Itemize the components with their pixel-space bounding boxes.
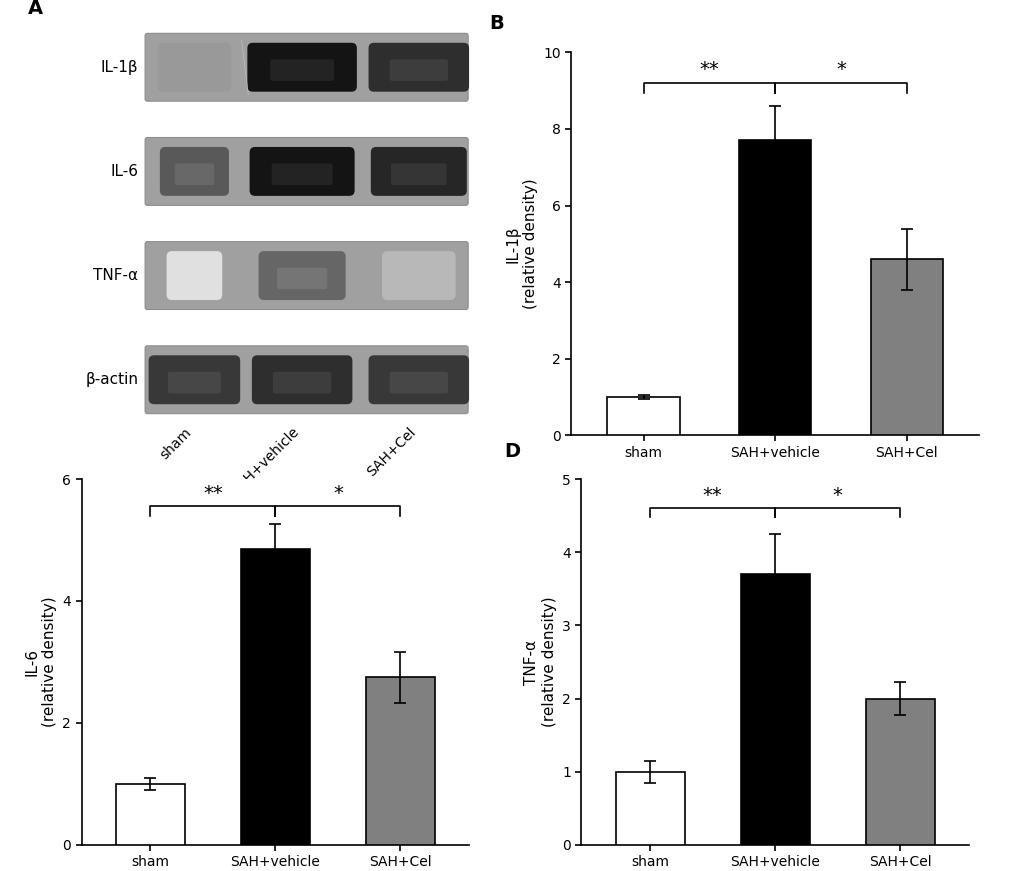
Bar — [116, 784, 184, 845]
FancyBboxPatch shape — [168, 372, 221, 394]
FancyBboxPatch shape — [145, 138, 468, 206]
Text: TNF-α: TNF-α — [93, 268, 139, 283]
Text: sham: sham — [158, 425, 195, 462]
FancyBboxPatch shape — [166, 251, 222, 300]
Bar — [870, 260, 943, 436]
Text: D: D — [503, 442, 520, 462]
Text: B: B — [489, 14, 503, 33]
Text: **: ** — [702, 486, 721, 504]
FancyBboxPatch shape — [259, 251, 345, 300]
FancyBboxPatch shape — [158, 43, 231, 91]
FancyBboxPatch shape — [390, 164, 446, 186]
Bar — [615, 772, 684, 845]
FancyBboxPatch shape — [271, 164, 332, 186]
FancyBboxPatch shape — [160, 147, 228, 196]
FancyBboxPatch shape — [368, 355, 469, 404]
Text: SAH+Cel: SAH+Cel — [364, 425, 419, 479]
FancyBboxPatch shape — [252, 355, 352, 404]
Text: *: * — [836, 60, 845, 79]
Text: SAH+vehicle: SAH+vehicle — [228, 425, 302, 498]
Text: A: A — [29, 0, 44, 18]
FancyBboxPatch shape — [145, 33, 468, 101]
FancyBboxPatch shape — [145, 241, 468, 309]
Bar — [865, 699, 933, 845]
Bar — [606, 397, 679, 436]
FancyBboxPatch shape — [389, 372, 447, 394]
Text: β-actin: β-actin — [86, 372, 139, 388]
Bar — [740, 574, 809, 845]
FancyBboxPatch shape — [248, 43, 357, 91]
Y-axis label: IL-6
(relative density): IL-6 (relative density) — [24, 597, 57, 727]
Text: IL-6: IL-6 — [110, 164, 139, 179]
Text: *: * — [832, 486, 842, 504]
Text: *: * — [332, 483, 342, 503]
FancyBboxPatch shape — [149, 355, 239, 404]
FancyBboxPatch shape — [174, 164, 214, 186]
FancyBboxPatch shape — [277, 267, 327, 289]
FancyBboxPatch shape — [368, 43, 469, 91]
FancyBboxPatch shape — [382, 251, 455, 300]
Text: IL-1β: IL-1β — [101, 60, 139, 75]
FancyBboxPatch shape — [371, 147, 467, 196]
FancyBboxPatch shape — [273, 372, 331, 394]
Y-axis label: TNF-α
(relative density): TNF-α (relative density) — [524, 597, 556, 727]
Y-axis label: IL-1β
(relative density): IL-1β (relative density) — [504, 179, 537, 309]
Bar — [366, 678, 434, 845]
Text: **: ** — [203, 483, 222, 503]
FancyBboxPatch shape — [250, 147, 355, 196]
Bar — [240, 550, 310, 845]
FancyBboxPatch shape — [270, 59, 333, 81]
Text: **: ** — [699, 60, 718, 79]
Bar — [739, 140, 810, 435]
FancyBboxPatch shape — [389, 59, 447, 81]
FancyBboxPatch shape — [145, 346, 468, 414]
